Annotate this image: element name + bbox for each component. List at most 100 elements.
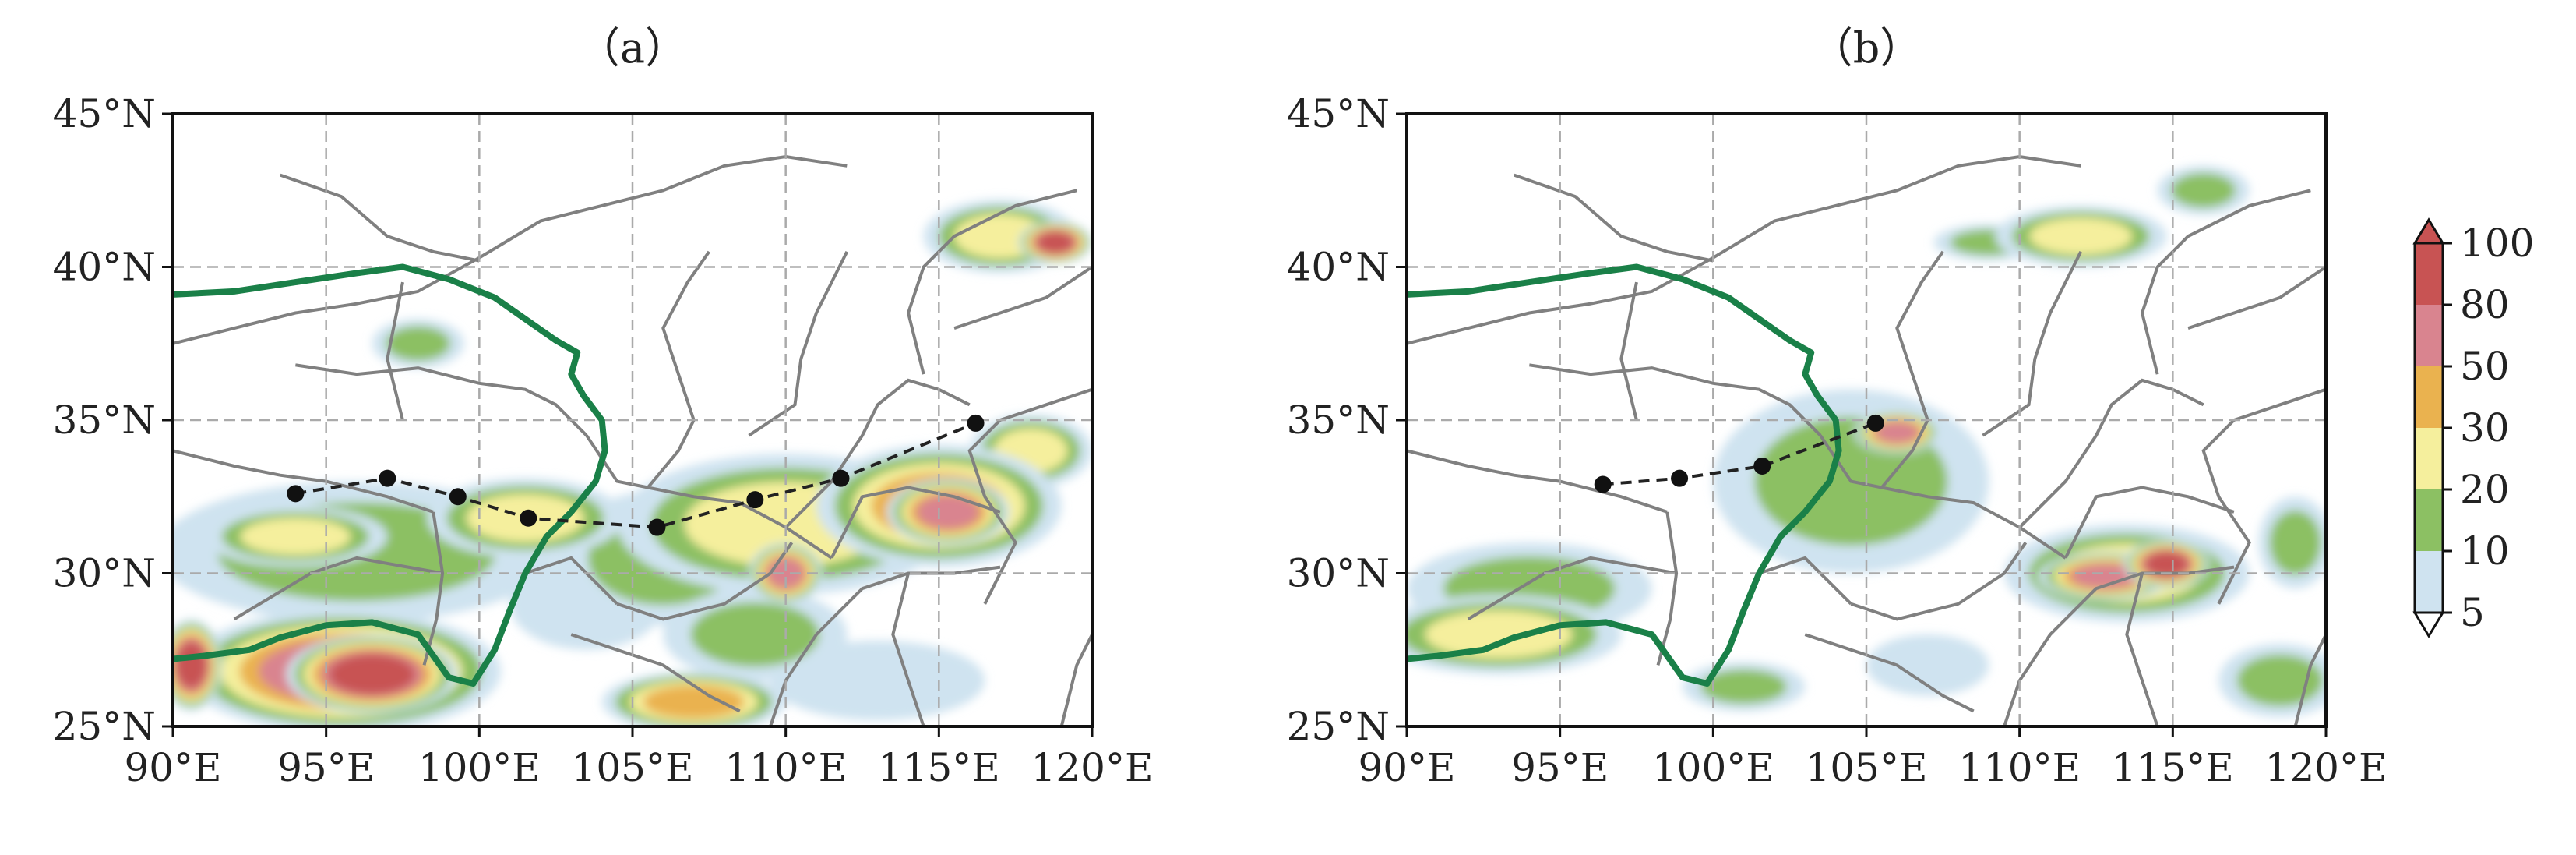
- rain-cell-a-5-level-1: [386, 326, 450, 361]
- province-line-a-8: [748, 251, 849, 437]
- x-tick-label-b-3: 105°E: [1806, 745, 1928, 790]
- plateau-boundary-line-b: [1407, 263, 1842, 687]
- x-tick-label-a-5: 115°E: [878, 745, 1000, 790]
- x-tick-label-a-1: 95°E: [277, 745, 375, 790]
- track-point-a-7: [967, 414, 985, 432]
- colorbar-segment-3: [2415, 366, 2443, 428]
- rain-cell-b-12-level-4: [2070, 564, 2141, 589]
- colorbar-segment-1: [2415, 489, 2443, 551]
- y-tick-label-b-3: 30°N: [1287, 551, 1390, 596]
- colorbar-label-5: 80: [2460, 282, 2510, 327]
- province-line-b-18: [1467, 556, 1677, 621]
- province-line-a-4: [422, 511, 445, 666]
- panel-b-title: （b）: [1811, 23, 1922, 72]
- province-line-a-5: [386, 281, 404, 421]
- province-line-a-18: [233, 556, 443, 621]
- province-line-a-20: [1059, 634, 1092, 726]
- province-line-b-11: [1804, 633, 1975, 713]
- y-axis-ticks-a: 45°N 40°N 35°N 30°N 25°N: [53, 91, 173, 749]
- colorbar-segment-2: [2415, 428, 2443, 489]
- province-line-a-11: [570, 633, 741, 713]
- plateau-boundary-b: [1407, 263, 1842, 687]
- colorbar-label-1: 10: [2460, 528, 2510, 574]
- province-line-a-7: [647, 250, 710, 489]
- province-line-a-3: [173, 449, 434, 514]
- province-line-a-14: [967, 387, 1092, 605]
- track-line-b: [1602, 422, 1876, 486]
- colorbar-segment-5: [2415, 243, 2443, 305]
- track-point-b-1: [1671, 469, 1689, 487]
- rain-cell-a-12-level-3: [643, 684, 745, 719]
- rain-cell-b-5-level-1: [2269, 510, 2321, 575]
- rain-cell-a-18-level-5: [1037, 231, 1074, 253]
- y-tick-label-a-4: 25°N: [53, 704, 156, 749]
- rain-cell-a-17-level-5: [175, 641, 207, 688]
- x-tick-label-b-0: 90°E: [1358, 745, 1455, 790]
- x-axis-ticks-a: 90°E 95°E 100°E 105°E 110°E 115°E 120°E: [124, 726, 1153, 790]
- x-tick-label-a-2: 100°E: [418, 745, 541, 790]
- colorbar: 5 10 20 30 50 80 100: [2412, 217, 2534, 638]
- plateau-boundary-line-a: [173, 263, 608, 687]
- panel-b-map: （b） 90°E 95°E 100°E 105°E 110°E 115°E 120°E 45…: [1287, 23, 2387, 790]
- province-line-b-10: [1850, 542, 2028, 621]
- x-tick-label-a-3: 105°E: [572, 745, 694, 790]
- province-boundaries-b: [1407, 154, 2326, 726]
- province-line-a-0: [173, 154, 848, 345]
- y-tick-label-a-0: 45°N: [53, 91, 156, 136]
- rain-cell-b-10-level-2: [2029, 217, 2133, 255]
- panel-a-map: （a） 90°E 95°E 100°E 105°E 110°E 115°E 120°E 45…: [53, 23, 1154, 790]
- x-tick-label-b-2: 100°E: [1652, 745, 1774, 790]
- track-point-b-0: [1594, 475, 1612, 493]
- rain-cell-b-0-level-0: [1866, 634, 1989, 696]
- province-line-b-14: [2201, 387, 2326, 605]
- track-point-a-0: [287, 485, 305, 503]
- track-point-b-2: [1753, 457, 1771, 475]
- y-tick-label-a-1: 40°N: [53, 245, 156, 290]
- province-line-b-4: [1656, 511, 1679, 666]
- track-line-a: [294, 422, 977, 529]
- colorbar-label-4: 50: [2460, 344, 2510, 389]
- x-tick-label-b-6: 120°E: [2265, 745, 2387, 790]
- x-tick-label-a-0: 90°E: [124, 745, 221, 790]
- colorbar-label-0: 5: [2460, 590, 2485, 635]
- rain-cell-b-8-level-2: [1425, 610, 1573, 659]
- rain-cell-a-16-level-5: [329, 654, 415, 694]
- province-line-b-20: [2293, 634, 2326, 726]
- colorbar-segment-0: [2415, 551, 2443, 613]
- track-point-a-4: [648, 518, 666, 536]
- x-tick-label-b-4: 110°E: [1958, 745, 2081, 790]
- province-line-b-1: [1514, 173, 1714, 263]
- y-tick-label-b-0: 45°N: [1287, 91, 1390, 136]
- province-line-b-8: [1982, 251, 2083, 437]
- colorbar-segment-4: [2415, 305, 2443, 366]
- province-boundaries-a: [173, 154, 1092, 726]
- rain-cell-a-4-level-1: [690, 602, 819, 667]
- vortex-track-b: [1594, 414, 1884, 493]
- province-line-b-19: [1758, 556, 1852, 606]
- colorbar-label-2: 20: [2460, 467, 2510, 512]
- y-tick-label-b-1: 40°N: [1287, 245, 1390, 290]
- province-line-a-10: [616, 542, 794, 621]
- x-tick-label-b-5: 115°E: [2112, 745, 2234, 790]
- province-line-a-1: [280, 173, 480, 263]
- rain-cell-b-4-level-1: [2171, 173, 2236, 208]
- y-axis-ticks-b: 45°N 40°N 35°N 30°N 25°N: [1287, 91, 1407, 749]
- track-point-a-3: [520, 509, 537, 527]
- vortex-track-a: [287, 414, 985, 536]
- province-line-a-17: [830, 486, 1001, 559]
- province-line-b-16: [2187, 265, 2326, 330]
- province-line-b-7: [1880, 250, 1944, 489]
- province-line-b-5: [1619, 281, 1638, 421]
- rain-cell-a-6-level-2: [240, 518, 351, 555]
- province-line-a-13: [891, 573, 925, 726]
- y-tick-label-a-3: 30°N: [53, 551, 156, 596]
- province-line-a-2: [295, 363, 588, 437]
- rain-cell-b-6-level-1: [1700, 669, 1787, 704]
- track-point-a-2: [449, 488, 467, 506]
- rain-cell-b-7-level-1: [2236, 655, 2324, 707]
- rain-cell-b-13-level-5: [2144, 551, 2188, 577]
- x-tick-label-a-4: 110°E: [724, 745, 847, 790]
- province-line-b-2: [1529, 363, 1822, 437]
- province-line-a-19: [524, 556, 618, 606]
